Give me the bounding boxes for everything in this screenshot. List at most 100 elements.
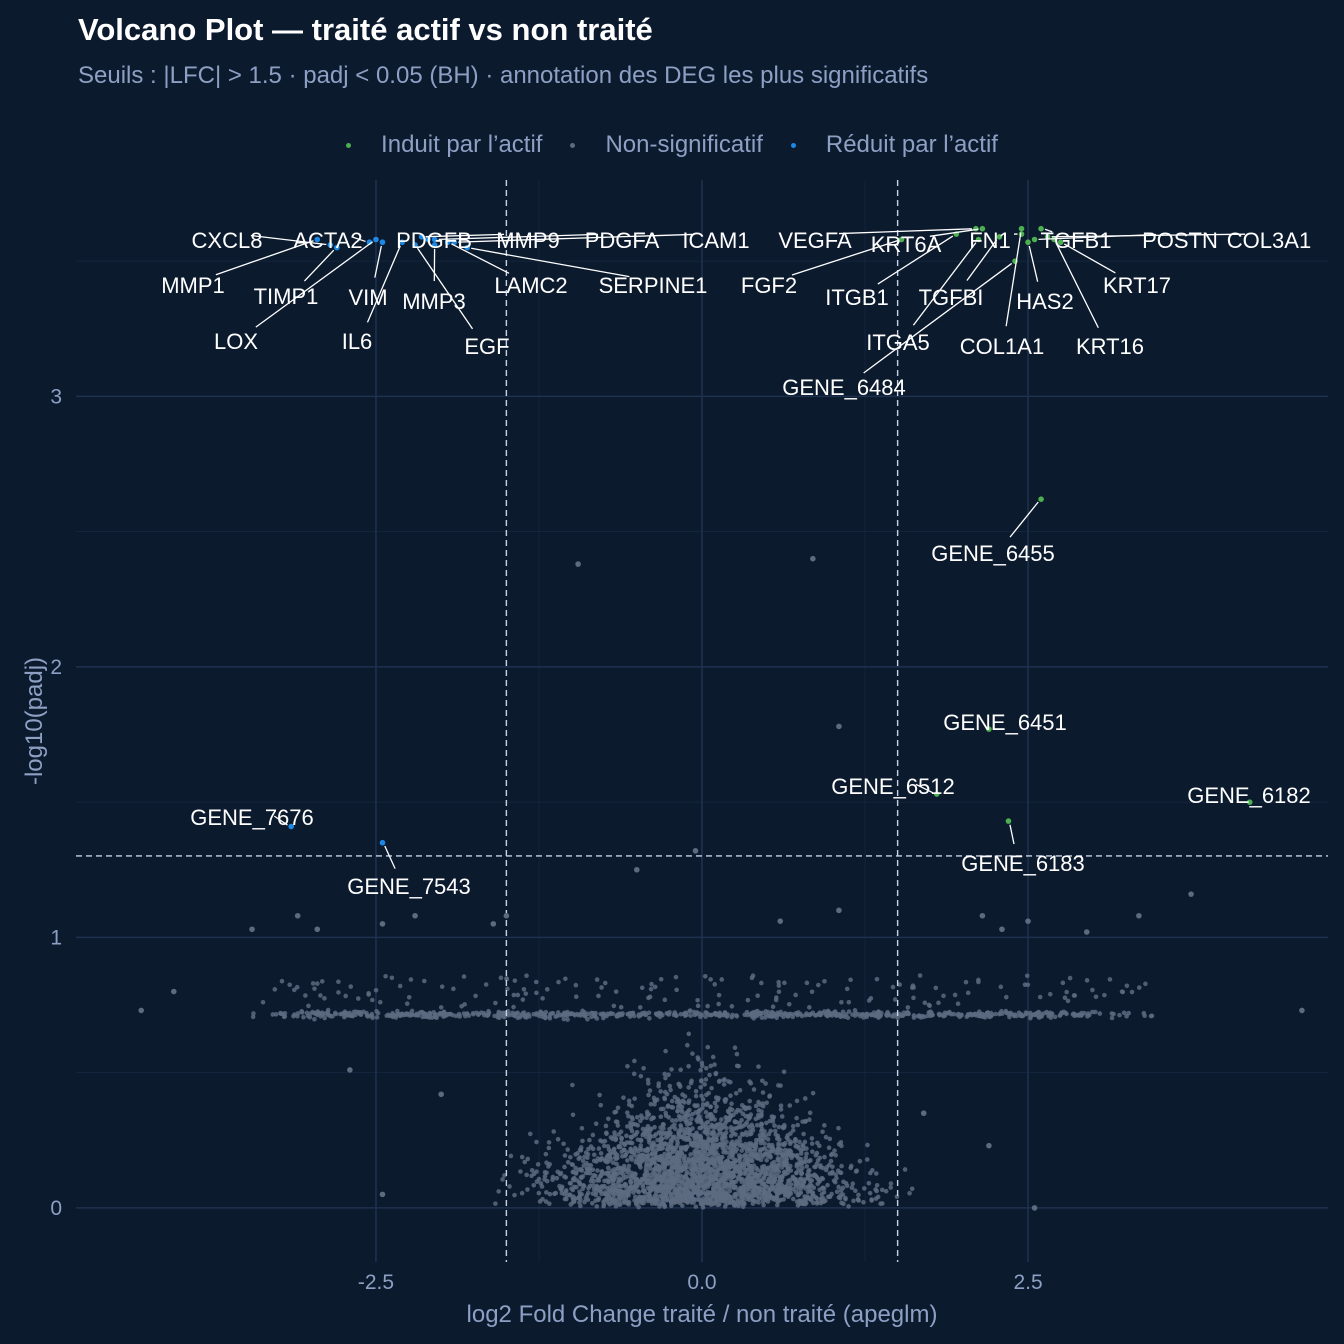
ns-point	[673, 974, 679, 980]
ns-point	[493, 1000, 498, 1006]
ns-point	[684, 1176, 690, 1181]
up-point	[1057, 239, 1064, 246]
ns-point	[1047, 991, 1053, 997]
ns-point	[838, 1170, 844, 1176]
ns-point	[584, 1193, 590, 1198]
ns-point	[686, 1085, 692, 1090]
ns-point	[769, 1145, 775, 1150]
ns-point	[694, 1197, 700, 1202]
ns-point	[634, 1129, 640, 1135]
ns-point	[689, 1116, 694, 1122]
ns-point	[812, 1012, 818, 1018]
ns-point	[762, 1141, 767, 1146]
ns-point	[663, 1130, 668, 1136]
ns-point	[723, 1143, 728, 1148]
ns-point	[637, 1005, 643, 1010]
ns-point	[599, 985, 604, 990]
x-tick-label: 2.5	[1013, 1271, 1042, 1294]
ns-point	[782, 1169, 787, 1175]
ns-point	[719, 977, 725, 982]
ns-point	[688, 1152, 693, 1157]
ns-point	[645, 1131, 651, 1137]
ns-point	[844, 986, 850, 992]
ns-point	[941, 993, 946, 999]
ns-point	[370, 997, 375, 1003]
ns-point	[892, 997, 898, 1002]
ns-point	[654, 1011, 660, 1017]
ns-point	[765, 1178, 770, 1184]
chart-subtitle: Seuils : |LFC| > 1.5 · padj < 0.05 (BH) …	[78, 62, 929, 89]
ns-point	[312, 986, 317, 991]
ns-point	[778, 1197, 784, 1203]
ns-point	[710, 1176, 715, 1182]
ns-point	[695, 997, 700, 1003]
label-connector	[255, 241, 374, 328]
ns-point	[742, 1122, 748, 1127]
ns-point	[715, 1097, 721, 1103]
ns-point	[722, 1197, 728, 1202]
ns-point	[760, 1132, 766, 1137]
ns-point	[639, 985, 645, 991]
ns-point	[512, 1013, 518, 1018]
ns-point	[741, 1190, 747, 1196]
ns-point	[340, 1010, 346, 1016]
ns-point	[562, 1012, 568, 1018]
down-point	[379, 239, 386, 246]
ns-point	[694, 1117, 699, 1123]
gene-label: KRT6A	[871, 232, 942, 257]
ns-point	[559, 1190, 565, 1196]
ns-point	[521, 1010, 527, 1015]
ns-point	[565, 1017, 570, 1022]
ns-point	[656, 1130, 662, 1135]
ns-point	[734, 1051, 740, 1057]
ns-point	[551, 1129, 557, 1134]
ns-point	[759, 1015, 765, 1020]
ns-point	[670, 1118, 675, 1123]
ns-point	[836, 723, 842, 730]
ns-point	[585, 1152, 591, 1157]
ns-point	[565, 1159, 571, 1165]
down-point	[451, 239, 458, 246]
ns-point	[734, 1125, 739, 1131]
ns-point	[839, 1163, 844, 1169]
ns-point	[704, 1092, 709, 1098]
ns-point	[437, 1010, 443, 1016]
ns-point	[796, 1156, 801, 1161]
ns-point	[678, 1173, 684, 1179]
gene-label: GENE_6182	[1187, 783, 1311, 808]
ns-point	[638, 1073, 644, 1079]
ns-point	[524, 1172, 529, 1178]
ns-point	[249, 926, 255, 933]
gene-label: IL6	[342, 329, 373, 354]
ns-point	[496, 1011, 501, 1016]
ns-point	[669, 1124, 675, 1129]
ns-point	[680, 1092, 685, 1097]
label-connector	[215, 240, 314, 276]
ns-point	[698, 1139, 704, 1145]
ns-point	[251, 1011, 256, 1016]
ns-point	[647, 1194, 652, 1199]
ns-point	[462, 1002, 467, 1007]
ns-point	[314, 926, 321, 933]
ns-point	[439, 984, 445, 989]
ns-point	[790, 1123, 796, 1129]
ns-point	[746, 1163, 752, 1168]
ns-point	[806, 1005, 812, 1010]
ns-point	[798, 1198, 804, 1204]
ns-point	[746, 1186, 752, 1192]
ns-point	[742, 1171, 747, 1176]
ns-point	[853, 1188, 858, 1194]
ns-point	[1079, 1012, 1084, 1018]
ns-point	[797, 1139, 802, 1145]
ns-point	[733, 1194, 738, 1200]
ns-point	[650, 1115, 656, 1120]
ns-point	[585, 1197, 591, 1203]
ns-point	[315, 981, 320, 986]
ns-point	[746, 1166, 752, 1172]
ns-point	[611, 1147, 617, 1152]
ns-point	[793, 1137, 798, 1142]
ns-point	[788, 1177, 793, 1183]
ns-point	[778, 1107, 784, 1112]
ns-point	[750, 973, 756, 978]
label-connector	[1009, 824, 1015, 845]
